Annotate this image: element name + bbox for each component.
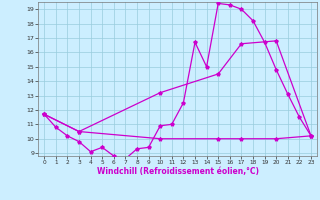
X-axis label: Windchill (Refroidissement éolien,°C): Windchill (Refroidissement éolien,°C) bbox=[97, 167, 259, 176]
